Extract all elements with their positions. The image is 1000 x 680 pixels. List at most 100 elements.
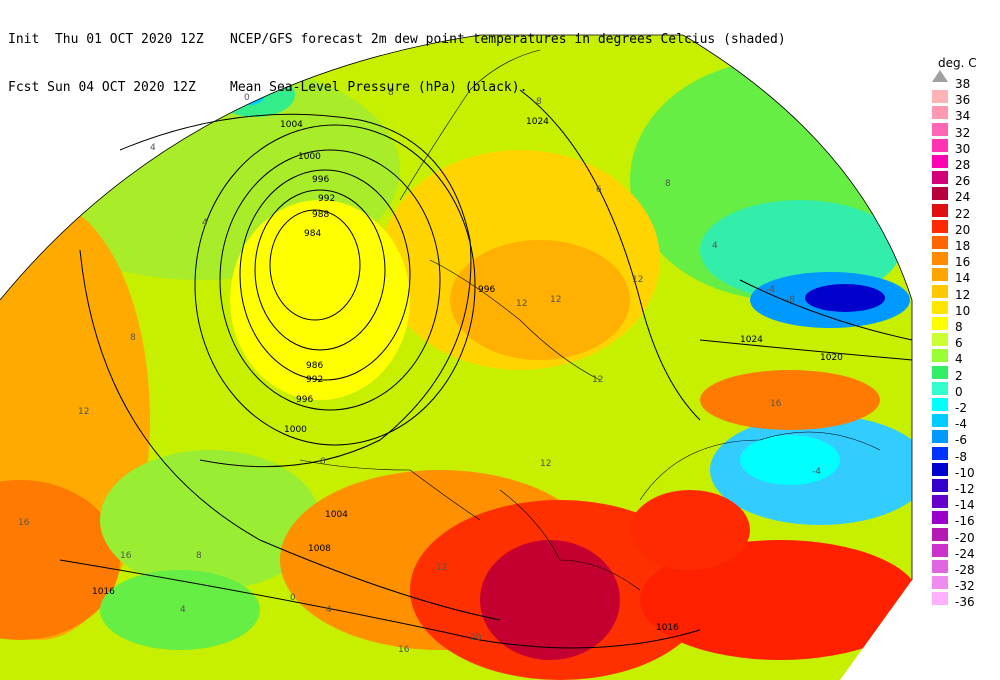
dewpoint-label: 4 <box>180 605 186 615</box>
dewpoint-label: 8 <box>665 179 671 189</box>
colorbar-swatch <box>932 479 948 492</box>
dewpoint-label: 16 <box>18 518 30 528</box>
isobar-label: 1004 <box>280 120 303 130</box>
dewpoint-label: 16 <box>120 551 132 561</box>
colorbar-label: 18 <box>955 239 971 253</box>
isobar-label: 986 <box>306 361 323 371</box>
isobar-label: 992 <box>318 194 335 204</box>
coastlines <box>299 49 881 591</box>
isobar-label: 1020 <box>820 353 843 363</box>
isobar-label: 1024 <box>526 117 549 127</box>
colorbar-label: 32 <box>955 125 971 140</box>
colorbar-label: 0 <box>955 384 963 399</box>
dewpoint-label: 16 <box>770 399 782 409</box>
colorbar-label: 34 <box>955 109 971 124</box>
colorbar-label: 10 <box>955 303 971 318</box>
dewpoint-label: 12 <box>592 375 603 385</box>
colorbar-label: 36 <box>955 93 971 108</box>
colorbar-swatch <box>932 155 948 168</box>
colorbar-label: 16 <box>955 255 971 270</box>
dewpoint-label: -8 <box>786 295 795 305</box>
colorbar-label: 26 <box>955 174 971 189</box>
colorbar-swatch <box>932 543 948 557</box>
colorbar-swatch <box>932 138 948 152</box>
colorbar-label: -10 <box>955 465 975 480</box>
dewpoint-label: 4 <box>150 143 156 153</box>
dewpoint-shading <box>0 35 912 680</box>
colorbar-swatch <box>932 446 948 460</box>
colorbar-label: -6 <box>955 433 967 448</box>
colorbar-label: 2 <box>955 368 963 383</box>
colorbar-swatch <box>932 527 948 541</box>
isobar-labels: 1004 1000 996 992 988 984 986 992 996 10… <box>92 117 843 633</box>
colorbar-label: 20 <box>955 222 971 237</box>
colorbar-swatch <box>932 187 948 201</box>
isobar-label: 984 <box>304 229 321 239</box>
colorbar-swatch <box>932 236 948 249</box>
isobars <box>59 89 913 649</box>
dewpoint-label: -4 <box>812 467 821 477</box>
colorbar-swatch <box>932 284 948 298</box>
dewpoint-labels: 0 4 4 8 8 8 12 12 12 12 12 16 16 16 20 -… <box>18 88 821 655</box>
colorbar-swatch <box>932 592 948 606</box>
dewpoint-label: 20 <box>470 633 482 643</box>
colorbar-label: 6 <box>955 336 963 351</box>
colorbar-swatch <box>932 90 948 104</box>
isobar-label: 1000 <box>284 425 307 435</box>
dewpoint-label: 8 <box>130 333 136 343</box>
colorbar-label: 12 <box>955 287 971 302</box>
dewpoint-label: 4 <box>712 241 718 251</box>
colorbar-swatch <box>932 219 948 233</box>
colorbar-label: -36 <box>955 595 975 610</box>
colorbar-unit: deg. C <box>938 56 977 70</box>
isobar-label: 992 <box>306 375 323 385</box>
colorbar-swatch <box>932 252 948 266</box>
colorbar-swatch <box>932 122 948 136</box>
dewpoint-label: 12 <box>540 459 551 469</box>
isobar-label: 996 <box>312 175 329 185</box>
colorbar-swatch <box>932 511 948 525</box>
colorbar-swatch <box>932 203 948 217</box>
colorbar-swatch <box>932 300 948 314</box>
init-label: Init Thu 01 OCT 2020 12Z <box>8 32 204 47</box>
colorbar-swatch <box>932 171 948 185</box>
colorbar-label: 8 <box>955 320 963 334</box>
colorbar-label: -16 <box>955 514 975 529</box>
dewpoint-label: 0 <box>244 93 250 103</box>
forecast-label: Fcst Sun 04 OCT 2020 12Z <box>8 80 196 95</box>
dewpoint-label: 4 <box>202 218 208 228</box>
colorbar-label: -28 <box>955 563 975 577</box>
colorbar-top-arrow <box>932 70 948 82</box>
dewpoint-label: 12 <box>632 275 643 285</box>
isobar-label: 1000 <box>298 152 321 162</box>
colorbar-label: 14 <box>955 271 971 286</box>
colorbar-label: -32 <box>955 579 975 594</box>
dewpoint-label: 6 <box>596 185 602 195</box>
colorbar-label: -24 <box>955 546 975 561</box>
dewpoint-label: 0 <box>290 593 296 603</box>
colorbar-swatch <box>932 495 948 509</box>
colorbar-label: -20 <box>955 530 975 545</box>
isobar-label: 1016 <box>92 587 115 597</box>
colorbar-swatch <box>932 365 948 379</box>
colorbar-label: -8 <box>955 449 967 464</box>
dewpoint-label: 12 <box>436 563 447 573</box>
title-line-1: NCEP/GFS forecast 2m dew point temperatu… <box>230 32 786 47</box>
dewpoint-label: 4 <box>326 605 332 615</box>
colorbar-swatch <box>932 430 948 444</box>
colorbar-swatch <box>932 268 948 282</box>
weather-map: 1004 1000 996 992 988 984 986 992 996 10… <box>0 34 913 680</box>
title-line-2: Mean Sea-Level Pressure (hPa) (black). <box>230 80 528 95</box>
isobar-label: 996 <box>478 285 495 295</box>
dewpoint-label: 12 <box>78 407 89 417</box>
colorbar-label: -2 <box>955 401 967 415</box>
dewpoint-label: 16 <box>398 645 410 655</box>
colorbar-label: 24 <box>955 190 971 205</box>
colorbar-swatch <box>932 398 948 411</box>
colorbar-label: 22 <box>955 206 971 221</box>
colorbar-swatch <box>932 349 948 363</box>
colorbar-label: 38 <box>955 77 971 91</box>
isobar-label: 996 <box>296 395 313 405</box>
isobar-label: 1016 <box>656 623 679 633</box>
dewpoint-label: 8 <box>536 97 542 107</box>
